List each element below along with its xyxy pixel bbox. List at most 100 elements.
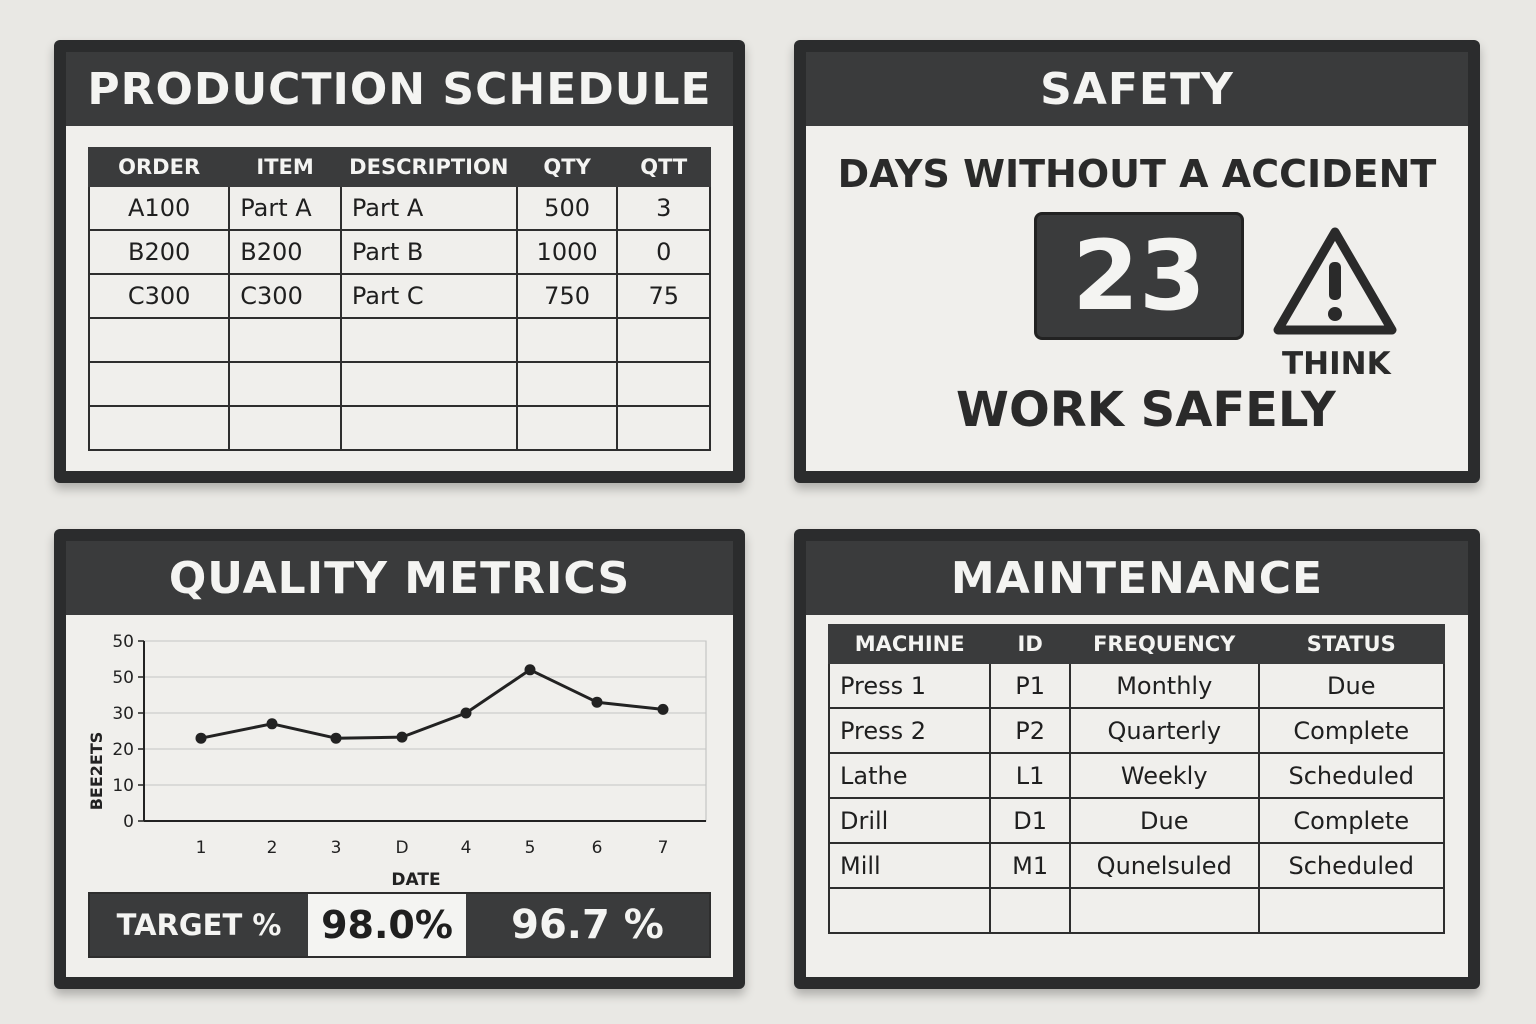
- think-label: THINK: [1282, 346, 1391, 382]
- chart-x-tick-label: 5: [525, 838, 536, 858]
- chart-grid: [143, 640, 707, 822]
- production-table-cell: 3: [616, 185, 711, 231]
- maintenance-table-cell: Due: [1068, 797, 1260, 844]
- chart-data-point: [657, 703, 669, 715]
- production-table: ORDER ITEM DESCRIPTION QTY QTT A100 Part A Par…: [87, 147, 711, 451]
- maintenance-table-header-cell: MACHINE: [827, 624, 992, 664]
- maintenance-table-cell: [1257, 887, 1446, 934]
- production-table-cell: [339, 317, 518, 363]
- maintenance-table-cell: Qunelsuled: [1068, 842, 1260, 889]
- production-schedule-title: PRODUCTION SCHEDULE: [66, 52, 733, 126]
- production-table-header: ORDER ITEM DESCRIPTION QTY QTT: [87, 147, 711, 187]
- production-table-cell: [87, 317, 231, 363]
- chart-x-tick-label: D: [395, 838, 408, 858]
- production-table-cell: [515, 361, 619, 407]
- safety-panel: SAFETY DAYS WITHOUT A ACCIDENT 23 THINK …: [806, 52, 1468, 471]
- production-table-cell: Part A: [228, 185, 342, 231]
- maintenance-table-cell: Lathe: [827, 752, 992, 799]
- chart-x-tick-label: 3: [331, 838, 342, 858]
- production-table-row: A100 Part A Part A 500 3: [87, 185, 711, 231]
- production-table-cell: [339, 405, 518, 451]
- defects-line-chart: 0 10 20 30 50 50 1 2 3 D 4 5 6 7 DATE BEE2ETS: [87, 632, 707, 886]
- chart-y-tick-label: 20: [112, 740, 134, 760]
- chart-plot-area: [143, 640, 707, 822]
- production-table-cell: [228, 361, 342, 407]
- quality-metrics-title: QUALITY METRICS: [66, 541, 733, 615]
- maintenance-table-cell: [1068, 887, 1260, 934]
- maintenance-table-cell: Drill: [827, 797, 992, 844]
- production-table-cell: A100: [87, 185, 231, 231]
- production-table-cell: [616, 317, 711, 363]
- maintenance-table-body: Press 1 P1 Monthly Due Press 2 P2 Quarterly Com…: [827, 662, 1446, 934]
- production-table-row: [87, 317, 711, 363]
- production-table-row: [87, 361, 711, 407]
- chart-data-point: [591, 696, 603, 708]
- maintenance-table-row: Drill D1 Due Complete: [827, 797, 1446, 844]
- production-table-header-cell: QTY: [515, 147, 619, 187]
- production-table-cell: [228, 317, 342, 363]
- maintenance-table-row: Press 1 P1 Monthly Due: [827, 662, 1446, 709]
- chart-y-tick-label: 50: [112, 668, 134, 688]
- production-table-cell: 1000: [515, 229, 619, 275]
- quality-metrics-board: QUALITY METRICS 0 10 20 30 50 50 1 2 3 D 4 5 6 7 DAT…: [54, 529, 745, 989]
- quality-kpi-bar: TARGET % 98.0% 96.7 %: [88, 892, 711, 958]
- chart-data-point: [330, 732, 342, 744]
- production-table-cell: C300: [228, 273, 342, 319]
- production-table-cell: B200: [228, 229, 342, 275]
- production-table-cell: [339, 361, 518, 407]
- maintenance-table-cell: P2: [989, 707, 1071, 754]
- maintenance-table-header-cell: ID: [989, 624, 1071, 664]
- maintenance-table-cell: Press 1: [827, 662, 992, 709]
- maintenance-table-cell: Monthly: [1068, 662, 1260, 709]
- production-table-header-cell: DESCRIPTION: [339, 147, 518, 187]
- chart-y-tick-label: 30: [112, 704, 134, 724]
- maintenance-table-row: [827, 887, 1446, 934]
- production-table-cell: [87, 405, 231, 451]
- production-table-cell: [87, 361, 231, 407]
- chart-axes: [138, 640, 706, 822]
- chart-x-tick-label: 1: [196, 838, 207, 858]
- production-table-cell: 500: [515, 185, 619, 231]
- production-table-cell: [515, 405, 619, 451]
- chart-y-axis-label: BEE2ETS: [87, 732, 106, 811]
- chart-x-tick-labels: 1 2 3 D 4 5 6 7: [196, 838, 669, 858]
- production-table-row: B200 B200 Part B 1000 0: [87, 229, 711, 275]
- production-table-cell: B200: [87, 229, 231, 275]
- chart-x-tick-label: 4: [461, 838, 472, 858]
- production-table-row: C300 C300 Part C 750 75: [87, 273, 711, 319]
- production-table-cell: [228, 405, 342, 451]
- maintenance-table-cell: L1: [989, 752, 1071, 799]
- maintenance-table-cell: Due: [1257, 662, 1446, 709]
- maintenance-table-cell: [989, 887, 1071, 934]
- chart-series-polyline: [200, 668, 664, 740]
- maintenance-table-cell: Scheduled: [1257, 842, 1446, 889]
- safety-board: SAFETY DAYS WITHOUT A ACCIDENT 23 THINK …: [794, 40, 1480, 483]
- maintenance-table-header: MACHINE ID FREQUENCY STATUS: [827, 624, 1446, 664]
- maintenance-table-cell: Quarterly: [1068, 707, 1260, 754]
- quality-metrics-panel: QUALITY METRICS 0 10 20 30 50 50 1 2 3 D 4 5 6 7 DAT…: [66, 541, 733, 977]
- chart-x-tick-label: 7: [658, 838, 669, 858]
- chart-y-tick-label: 0: [123, 812, 134, 832]
- maintenance-table-row: Press 2 P2 Quarterly Complete: [827, 707, 1446, 754]
- production-schedule-board: PRODUCTION SCHEDULE ORDER ITEM DESCRIPTION…: [54, 40, 745, 483]
- production-table-header-cell: ORDER: [87, 147, 231, 187]
- maintenance-table: MACHINE ID FREQUENCY STATUS Press 1 P1 Monthl…: [827, 624, 1446, 934]
- production-table-cell: C300: [87, 273, 231, 319]
- production-table-header-cell: ITEM: [228, 147, 342, 187]
- production-table-cell: 750: [515, 273, 619, 319]
- chart-y-tick-label: 10: [112, 776, 134, 796]
- maintenance-table-row: Mill M1 Qunelsuled Scheduled: [827, 842, 1446, 889]
- chart-data-point: [396, 731, 408, 743]
- production-table-cell: [515, 317, 619, 363]
- production-table-cell: 0: [616, 229, 711, 275]
- maintenance-table-cell: [827, 887, 992, 934]
- maintenance-table-cell: Press 2: [827, 707, 992, 754]
- maintenance-table-cell: Mill: [827, 842, 992, 889]
- maintenance-table-cell: P1: [989, 662, 1071, 709]
- maintenance-table-cell: Complete: [1257, 797, 1446, 844]
- maintenance-table-header-cell: STATUS: [1257, 624, 1446, 664]
- warning-triangle-icon: [1273, 227, 1397, 335]
- chart-x-tick-label: 2: [267, 838, 278, 858]
- production-table-body: A100 Part A Part A 500 3 B200 B200 Part B 1000 0 C…: [87, 185, 711, 451]
- chart-x-axis-label: DATE: [391, 870, 440, 886]
